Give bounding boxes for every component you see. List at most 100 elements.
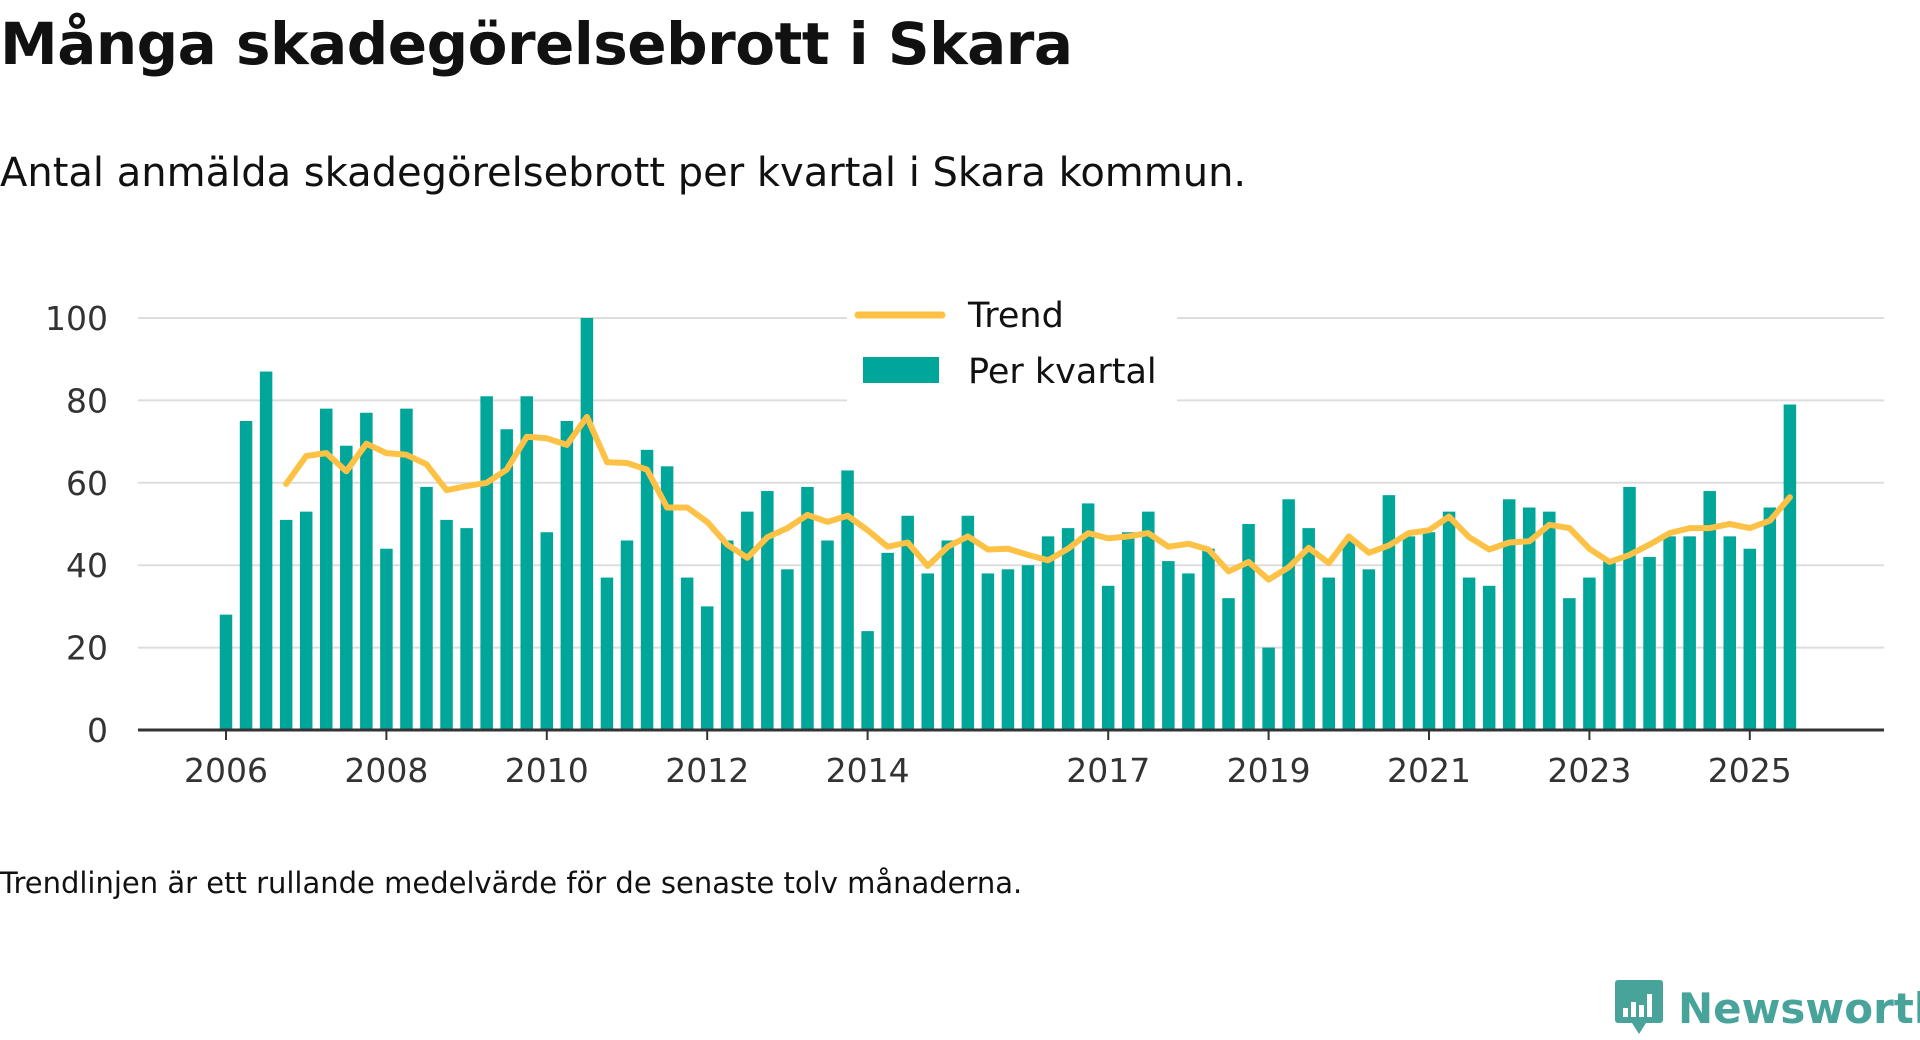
x-tick-label: 2010 [505,751,589,790]
bar [941,540,955,730]
x-tick-label: 2021 [1387,751,1471,790]
bar [500,429,513,730]
brand: Newsworthy [1614,978,1920,1038]
x-tick-label: 2008 [344,751,428,790]
bar [1001,569,1015,730]
legend-bar-swatch [863,357,939,383]
y-tick-label: 80 [66,381,108,420]
bar [1362,569,1376,730]
bar [921,573,934,730]
x-tick-label: 2014 [826,751,910,790]
bar [981,573,995,730]
bar [1422,532,1436,730]
bar [400,408,413,730]
bar [540,532,554,730]
brand-name: Newsworthy [1678,983,1920,1033]
bar [761,491,774,730]
bar [440,519,453,730]
bar [1402,536,1416,730]
bar [1041,536,1055,730]
chart-title: Många skadegörelsebrott i Skara [0,10,1073,78]
bar [620,540,634,730]
y-tick-label: 0 [87,711,108,750]
bar [1442,511,1456,730]
bar [901,515,914,730]
bar [680,577,694,730]
bar [1101,585,1115,730]
bar [1543,511,1556,730]
y-tick-label: 40 [66,546,108,585]
bar [861,631,874,730]
bar [721,540,734,730]
bar [580,318,594,730]
x-tick-label: 2019 [1227,751,1311,790]
bar [1162,561,1175,730]
bar [700,606,714,730]
bar [741,511,754,730]
x-tick-label: 2025 [1708,751,1792,790]
bar [1703,491,1716,730]
bar [1603,561,1616,730]
bar [1342,540,1356,730]
bar [640,449,654,730]
axes: 0 20 40 60 80 100 2006 2008 2010 2012 2014 2017 2019… [45,299,1884,790]
bar [1643,556,1656,730]
bar [480,396,493,730]
bar [1683,536,1696,730]
bar [340,445,353,730]
bar [320,408,333,730]
bar [1502,499,1516,730]
bar [1663,536,1676,730]
legend-bar-label: Per kvartal [968,352,1157,392]
bar [1262,647,1275,730]
bar [560,421,574,730]
y-tick-label: 20 [66,629,108,668]
trend-line [283,413,1793,583]
bar [1182,573,1195,730]
bar [1462,577,1476,730]
bar [520,396,533,730]
bar [380,548,393,730]
bar [1563,598,1576,730]
bar [279,519,293,730]
bar [239,421,253,730]
bar [660,466,674,730]
footnote: Trendlinjen är ett rullande medelvärde f… [0,866,1023,900]
x-tick-label: 2012 [665,751,749,790]
bar [841,470,854,730]
bar [420,486,433,730]
legend-background [847,292,1177,402]
bar [1061,528,1075,730]
bar [1743,548,1757,730]
bar [1242,524,1255,730]
bar [1302,528,1315,730]
bar [781,569,794,730]
legend: Trend Per kvartal [847,292,1177,402]
bar [1523,507,1536,730]
bar [360,412,373,730]
bar [961,515,975,730]
bar [460,528,473,730]
bar [1142,511,1155,730]
legend-trend-label: Trend [967,296,1064,336]
trend-series [283,413,1793,583]
bar [1583,577,1596,730]
bar [1763,507,1777,730]
x-tick-label: 2023 [1547,751,1631,790]
bar-series [219,318,1797,730]
bar [1222,598,1235,730]
bar [1021,565,1035,730]
x-tick-label: 2017 [1066,751,1150,790]
bar [821,540,834,730]
bar [1723,536,1736,730]
bar [1322,577,1335,730]
bar [219,614,233,730]
bar [1783,404,1797,730]
bar [1623,486,1636,730]
bar [259,371,273,730]
bar [1081,503,1095,730]
bar [881,552,894,730]
x-tick-label: 2006 [184,751,268,790]
y-tick-label: 60 [66,464,108,503]
